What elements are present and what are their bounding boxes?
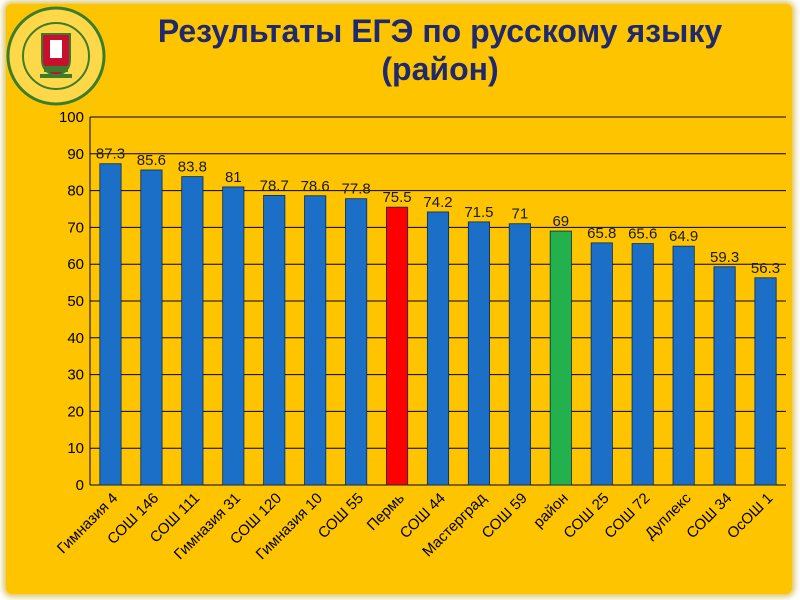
bar: [99, 163, 122, 486]
data-label: 65.8: [587, 225, 616, 242]
data-label: 87.3: [96, 146, 125, 163]
x-tick-label: СОШ 55: [315, 490, 367, 542]
data-label: 69: [552, 213, 569, 230]
data-label: 71: [512, 206, 529, 223]
y-tick-label: 100: [59, 109, 84, 126]
city-administration-emblem-icon: [6, 6, 106, 106]
data-label: 56.3: [751, 260, 780, 277]
page-title: Результаты ЕГЭ по русскому языку (район): [110, 12, 770, 88]
data-label: 83.8: [178, 159, 207, 176]
y-tick-label: 60: [67, 256, 84, 273]
y-tick-label: 40: [67, 330, 84, 347]
bar: [713, 266, 736, 486]
bar: [181, 176, 204, 486]
bar: [590, 242, 613, 486]
data-label: 77.8: [342, 181, 371, 198]
data-label: 64.9: [669, 228, 698, 245]
bar: [672, 245, 695, 486]
data-label: 78.7: [260, 177, 289, 194]
bar: [386, 206, 409, 486]
data-label: 59.3: [710, 249, 739, 266]
bar: [508, 223, 531, 486]
data-label: 78.6: [301, 178, 330, 195]
bar: [426, 211, 450, 486]
y-tick-label: 50: [67, 293, 84, 310]
y-tick-label: 10: [67, 440, 84, 457]
data-label: 74.2: [423, 194, 452, 211]
y-tick-label: 70: [67, 219, 84, 236]
data-label: 71.5: [464, 204, 493, 221]
data-label: 85.6: [137, 152, 166, 169]
title-line-2: (район): [381, 51, 499, 87]
x-tick-label: СОШ 59: [479, 490, 531, 542]
x-tick-label: Гимназия 4: [54, 490, 121, 557]
bar: [222, 186, 245, 486]
data-label: 75.5: [382, 189, 411, 206]
title-line-1: Результаты ЕГЭ по русскому языку: [157, 13, 723, 49]
y-tick-label: 30: [67, 367, 84, 384]
bar: [631, 243, 654, 486]
x-tick-label: ОсОШ 1: [724, 490, 776, 542]
bar: [754, 277, 777, 486]
bar: [263, 194, 286, 486]
data-label: 81: [225, 169, 242, 186]
bar: [140, 169, 163, 486]
data-label: 65.6: [628, 226, 657, 243]
bar: [345, 198, 368, 486]
bar: [549, 230, 572, 486]
y-tick-label: 80: [67, 183, 84, 200]
bar: [467, 221, 490, 486]
y-tick-label: 0: [76, 477, 84, 494]
bar: [304, 195, 327, 486]
y-tick-label: 20: [67, 403, 84, 420]
y-tick-label: 90: [67, 146, 84, 163]
